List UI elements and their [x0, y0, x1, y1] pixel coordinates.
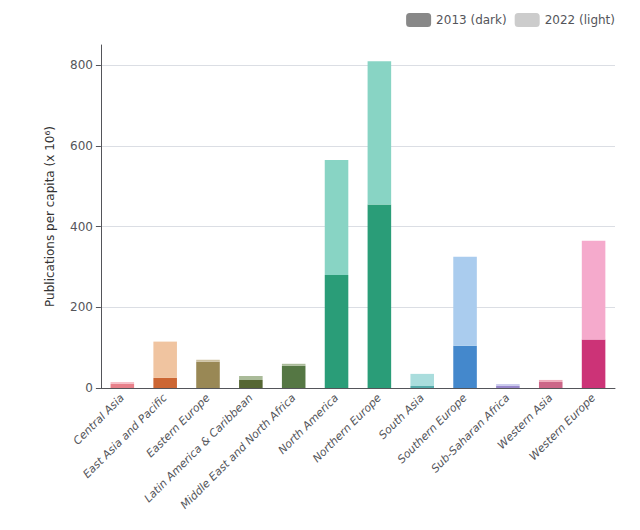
svg-text:Sub-Saharan Africa: Sub-Saharan Africa [429, 391, 513, 475]
svg-text:Publications per capita (x 10⁶: Publications per capita (x 10⁶) [43, 126, 57, 307]
svg-text:North America: North America [275, 391, 342, 457]
svg-text:Eastern Europe: Eastern Europe [143, 391, 213, 461]
svg-text:East Asia and Pacific: East Asia and Pacific [80, 391, 169, 480]
svg-text:Latin America & Caribbean: Latin America & Caribbean [141, 391, 256, 506]
svg-text:Middle East and North Africa: Middle East and North Africa [178, 391, 299, 512]
svg-text:200: 200 [70, 300, 93, 314]
svg-text:2013 (dark): 2013 (dark) [436, 13, 507, 27]
svg-text:Central Asia: Central Asia [70, 391, 127, 448]
svg-text:600: 600 [70, 139, 93, 153]
svg-text:Northern Europe: Northern Europe [310, 391, 384, 465]
svg-text:Western Europe: Western Europe [527, 391, 599, 463]
svg-text:400: 400 [70, 220, 93, 234]
svg-text:2022 (light): 2022 (light) [545, 13, 615, 27]
svg-text:Western Asia: Western Asia [494, 391, 556, 452]
svg-text:South Asia: South Asia [376, 391, 427, 442]
svg-text:0: 0 [85, 381, 93, 395]
svg-text:800: 800 [70, 58, 93, 72]
svg-text:Southern Europe: Southern Europe [395, 391, 470, 466]
